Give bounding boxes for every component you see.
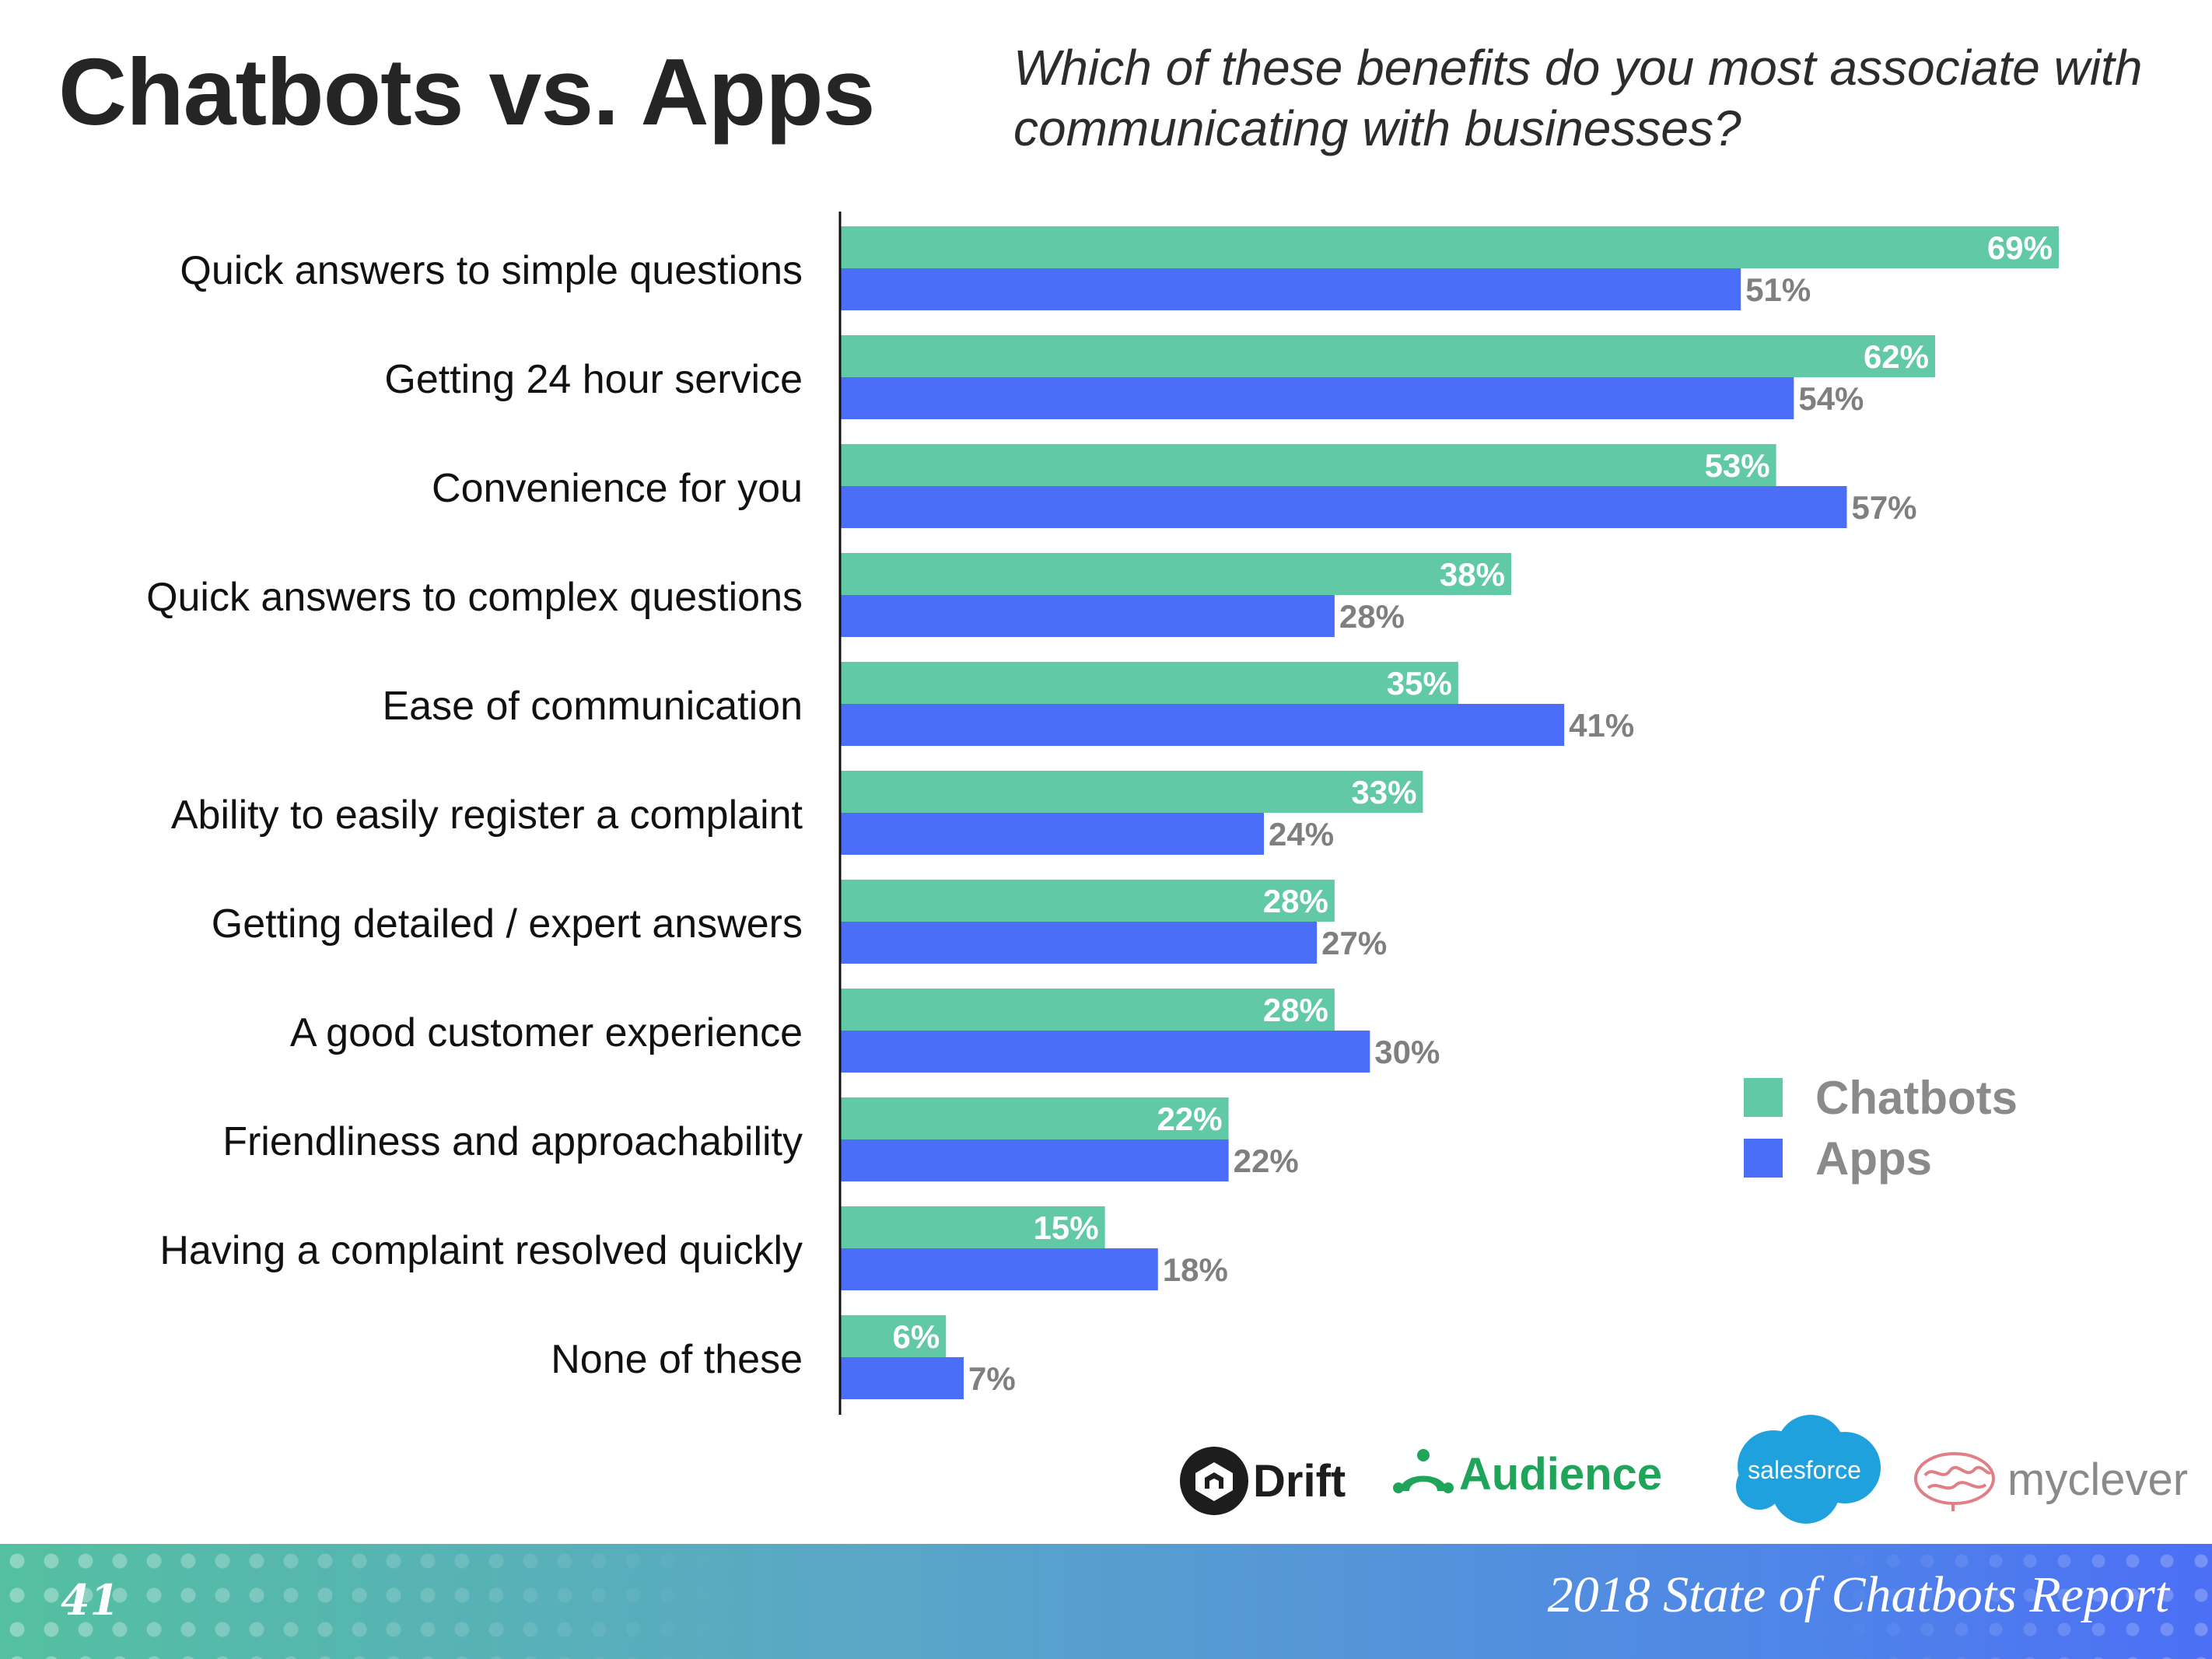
chatbots-value-label: 15% xyxy=(1034,1209,1099,1246)
chart-legend: Chatbots Apps xyxy=(1744,1067,2018,1188)
report-name: 2018 State of Chatbots Report xyxy=(1547,1566,2169,1623)
category-label: Convenience for you xyxy=(432,466,803,511)
myclever-logo: myclever xyxy=(1909,1444,2188,1514)
category-label: Having a complaint resolved quickly xyxy=(159,1228,803,1273)
apps-bar xyxy=(840,377,1794,419)
chatbots-bar xyxy=(840,989,1335,1031)
apps-bar xyxy=(840,1357,964,1399)
apps-value-label: 57% xyxy=(1851,489,1916,526)
chatbots-bar xyxy=(840,1097,1229,1139)
legend-label-apps: Apps xyxy=(1815,1132,1932,1185)
legend-label-chatbots: Chatbots xyxy=(1815,1071,2018,1124)
apps-bar xyxy=(840,922,1318,964)
chatbots-bar xyxy=(840,771,1423,813)
apps-value-label: 28% xyxy=(1339,598,1405,635)
apps-bar xyxy=(840,1248,1158,1290)
apps-bar xyxy=(840,268,1741,310)
chatbots-bar xyxy=(840,880,1335,922)
chatbots-value-label: 38% xyxy=(1440,556,1505,593)
chatbots-bar xyxy=(840,662,1458,704)
chatbots-bar xyxy=(840,553,1511,595)
category-label: A good customer experience xyxy=(290,1010,803,1055)
salesforce-logo: salesforce xyxy=(1719,1412,1890,1528)
apps-value-label: 41% xyxy=(1569,707,1634,744)
chatbots-value-label: 62% xyxy=(1864,338,1929,375)
apps-value-label: 7% xyxy=(968,1360,1016,1397)
chatbots-bar xyxy=(840,1206,1105,1248)
legend-swatch-apps xyxy=(1744,1139,1783,1178)
chatbots-bar xyxy=(840,1315,947,1357)
chatbots-value-label: 28% xyxy=(1263,992,1328,1028)
apps-bar xyxy=(840,1031,1370,1073)
chatbots-bar xyxy=(840,444,1776,486)
legend-item-chatbots: Chatbots xyxy=(1744,1067,2018,1128)
category-label: Getting 24 hour service xyxy=(384,357,803,402)
drift-logo-text: Drift xyxy=(1253,1455,1346,1507)
legend-swatch-chatbots xyxy=(1744,1078,1783,1117)
audience-logo: Audience xyxy=(1392,1443,1662,1505)
chatbots-value-label: 53% xyxy=(1705,447,1770,484)
apps-value-label: 18% xyxy=(1163,1251,1228,1288)
category-label: Ability to easily register a complaint xyxy=(171,793,803,838)
footer-dot-pattern xyxy=(0,1544,747,1659)
legend-item-apps: Apps xyxy=(1744,1128,2018,1188)
page-title: Chatbots vs. Apps xyxy=(58,39,875,145)
apps-value-label: 51% xyxy=(1745,271,1811,308)
category-label: Quick answers to simple questions xyxy=(180,248,803,293)
chatbots-value-label: 35% xyxy=(1387,665,1452,702)
apps-value-label: 22% xyxy=(1234,1143,1299,1179)
chatbots-value-label: 33% xyxy=(1351,774,1416,810)
apps-bar xyxy=(840,704,1565,746)
myclever-logo-text: myclever xyxy=(2007,1454,2189,1505)
chart-question: Which of these benefits do you most asso… xyxy=(1013,40,2143,156)
audience-icon xyxy=(1393,1449,1454,1493)
apps-value-label: 27% xyxy=(1321,925,1387,961)
chatbots-value-label: 28% xyxy=(1263,883,1328,919)
apps-value-label: 24% xyxy=(1269,816,1334,852)
footer-dot-pattern-right xyxy=(1808,1544,2212,1659)
chatbots-value-label: 22% xyxy=(1157,1101,1223,1137)
category-label: Friendliness and approachability xyxy=(222,1119,803,1164)
chatbots-value-label: 6% xyxy=(893,1318,940,1355)
salesforce-cloud-icon: salesforce xyxy=(1736,1415,1881,1524)
chatbots-bar xyxy=(840,335,1936,377)
sponsor-logos: Drift Audience salesforce xyxy=(1178,1412,2205,1536)
footer-band: 41 2018 State of Chatbots Report xyxy=(0,1544,2212,1659)
category-label: None of these xyxy=(551,1337,803,1382)
chatbots-bar xyxy=(840,226,2059,268)
apps-bar xyxy=(840,595,1335,637)
drift-icon xyxy=(1180,1447,1248,1515)
category-label: Getting detailed / expert answers xyxy=(212,901,803,947)
page-number: 41 xyxy=(61,1575,120,1625)
category-label: Ease of communication xyxy=(383,684,803,729)
apps-bar xyxy=(840,813,1265,855)
salesforce-logo-text: salesforce xyxy=(1748,1456,1861,1484)
audience-logo-text: Audience xyxy=(1459,1448,1663,1500)
apps-bar xyxy=(840,1139,1229,1181)
category-label: Quick answers to complex questions xyxy=(146,575,803,620)
bar-chart: Quick answers to simple questions 69% 51% G… xyxy=(146,212,2059,1415)
chatbots-value-label: 69% xyxy=(1987,229,2053,266)
apps-value-label: 30% xyxy=(1374,1034,1440,1070)
drift-logo: Drift xyxy=(1178,1445,1346,1517)
apps-value-label: 54% xyxy=(1798,380,1864,417)
brain-icon xyxy=(1914,1452,1995,1511)
apps-bar xyxy=(840,486,1847,528)
